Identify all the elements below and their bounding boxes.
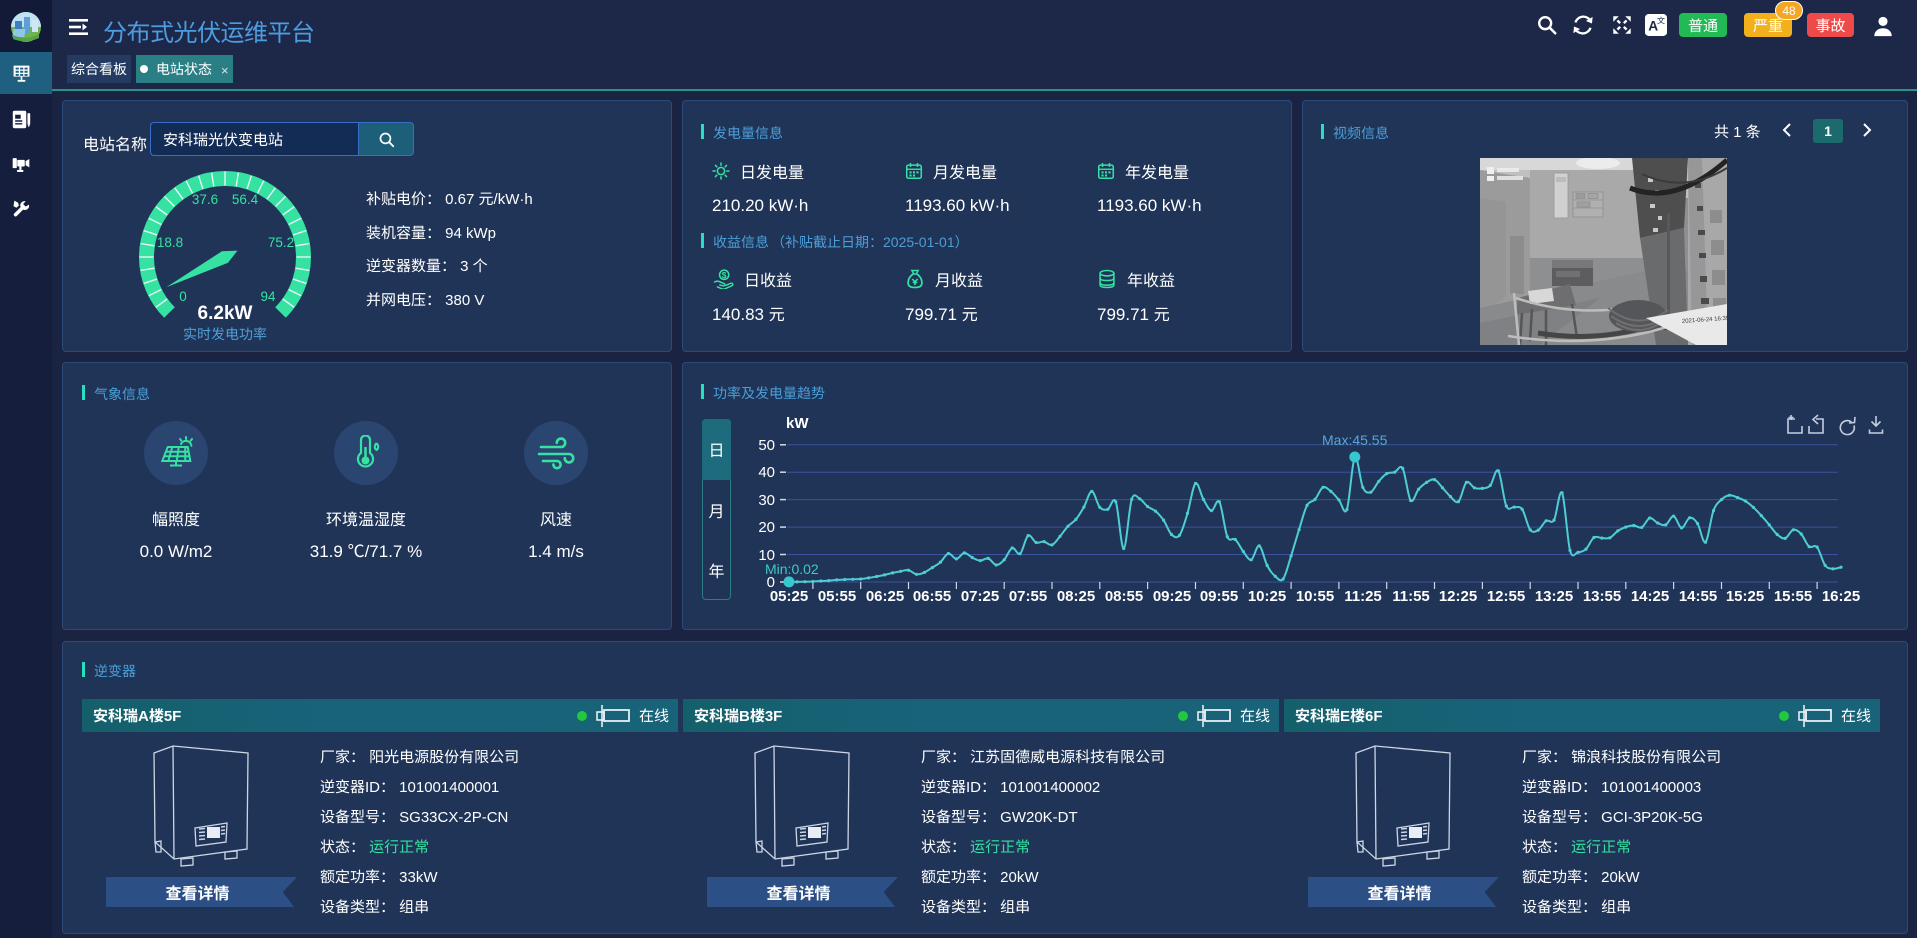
svg-text:A: A	[1648, 15, 1658, 35]
svg-text:$: $	[722, 269, 727, 281]
svg-text:2021-06-24 16:39:10: 2021-06-24 16:39:10	[1682, 312, 1727, 325]
svg-text:文: 文	[1657, 15, 1665, 27]
